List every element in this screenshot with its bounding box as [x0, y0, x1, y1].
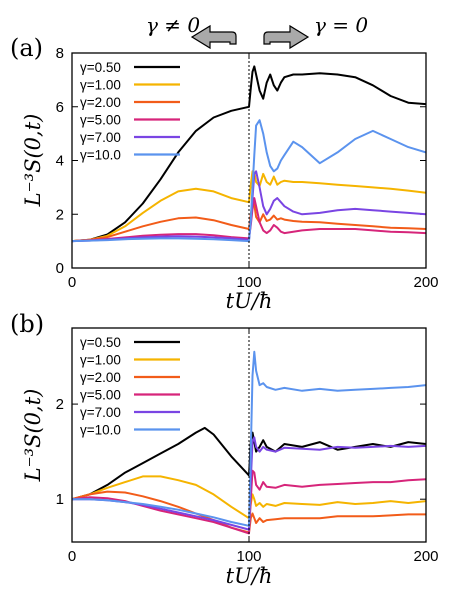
panel-a-xtick-label: 200	[413, 274, 438, 291]
panel-b-legend: γ=0.50 γ=1.00 γ=2.00 γ=5.00 γ=7.00 γ=10.0	[80, 335, 180, 438]
gamma-nonzero-label: γ ≠ 0	[146, 13, 200, 37]
panel-a-series-line	[72, 65, 426, 243]
panel-a-series	[72, 65, 426, 243]
gamma-nonzero-arrow	[190, 24, 237, 50]
panel-b-legend-label: γ=0.50	[80, 335, 121, 350]
panel-b-xtick-label: 100	[236, 548, 261, 565]
panel-a-ytick-label: 4	[56, 153, 64, 170]
panel-a-ytick-label: 0	[56, 260, 64, 277]
panel-b-series-line	[72, 490, 426, 534]
panel-a-xtick-label: 0	[68, 274, 76, 291]
panel-a-frame	[71, 52, 427, 269]
panel-b-ytick-label: 1	[56, 491, 64, 508]
panel-a-series-line	[72, 202, 426, 243]
panel-a-series-line	[72, 170, 426, 243]
panel-a-ytick-label: 6	[56, 99, 64, 116]
panel-b-legend-label: γ=7.00	[80, 405, 121, 420]
panel-b-ytick-label: 2	[56, 396, 64, 413]
panel-b-xtick-label: 200	[413, 548, 438, 565]
panel-a-xlabel: tU/ħ	[226, 289, 273, 313]
panel-b-legend-label: γ=1.00	[80, 353, 121, 368]
panel-b-series-line	[72, 475, 426, 520]
panel-a-legend-label: γ=2.00	[80, 95, 121, 110]
gamma-zero-label: γ = 0	[314, 13, 368, 37]
panel-a: (a) 0 100 200 0 2 4 6 8 γ=0.50 γ=1.00 γ=2.00 γ=5.0…	[10, 34, 439, 313]
panel-a-legend-label: γ=1.00	[80, 78, 121, 93]
panel-b-series-line	[72, 436, 426, 531]
panel-a-legend: γ=0.50 γ=1.00 γ=2.00 γ=5.00 γ=7.00 γ=10.0	[80, 60, 180, 163]
panel-b-legend-label: γ=5.00	[80, 388, 121, 403]
panel-a-ytick-label: 8	[56, 45, 64, 62]
panel-b-ylabel: L⁻³S(0,t)	[21, 389, 45, 483]
panel-a-series-line	[72, 197, 426, 243]
panel-a-series-line	[72, 170, 426, 243]
panel-a-ytick-label: 2	[56, 206, 64, 223]
panel-b-series-line	[72, 469, 426, 535]
panel-a-legend-label: γ=5.00	[80, 113, 121, 128]
panel-a-label: (a)	[10, 34, 43, 62]
panel-a-series-line	[72, 119, 426, 243]
panel-a-xtick-label: 100	[236, 274, 261, 291]
panel-b-legend-label: γ=2.00	[80, 370, 121, 385]
panel-b-xtick-label: 0	[68, 548, 76, 565]
panel-b-legend-label: γ=10.0	[80, 423, 121, 438]
panel-b-series	[72, 350, 426, 535]
panel-a-ylabel: L⁻³S(0,t)	[21, 114, 45, 208]
panel-b-series-line	[72, 350, 426, 527]
panel-b-frame	[71, 327, 427, 543]
panel-a-legend-label: γ=0.50	[80, 60, 121, 75]
panel-b-label: (b)	[10, 310, 44, 338]
panel-a-legend-label: γ=10.0	[80, 148, 121, 163]
panel-a-legend-label: γ=7.00	[80, 130, 121, 145]
gamma-zero-arrow	[263, 24, 310, 50]
panel-b-xlabel: tU/ħ	[226, 564, 273, 588]
